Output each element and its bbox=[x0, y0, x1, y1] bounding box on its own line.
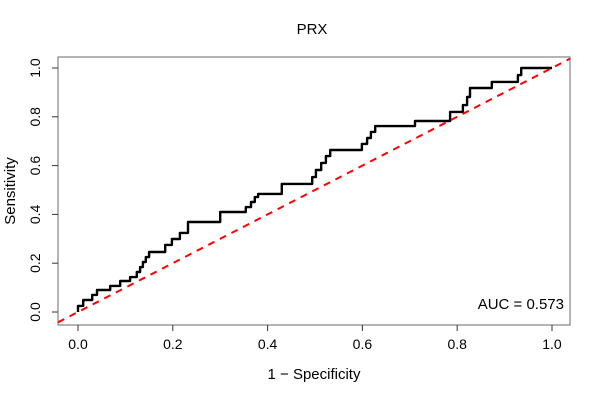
x-tick-label: 0.4 bbox=[258, 336, 278, 352]
x-axis-label: 1 − Specificity bbox=[268, 366, 361, 383]
x-tick-label: 0.6 bbox=[353, 336, 373, 352]
x-tick-label: 0.2 bbox=[163, 336, 183, 352]
y-axis-ticks: 0.0 0.2 0.4 0.6 0.8 1.0 bbox=[27, 58, 58, 322]
chart-title: PRX bbox=[297, 21, 328, 38]
x-tick-label: 1.0 bbox=[542, 336, 562, 352]
plot-border-box bbox=[57, 56, 571, 326]
chart-series bbox=[57, 57, 571, 324]
y-tick-label: 0.6 bbox=[27, 156, 43, 176]
y-tick-label: 0.4 bbox=[27, 204, 43, 224]
x-tick-label: 0.0 bbox=[68, 336, 88, 352]
chance-diagonal-line bbox=[57, 57, 571, 324]
x-tick-label: 0.8 bbox=[447, 336, 467, 352]
y-tick-label: 0.2 bbox=[27, 253, 43, 273]
y-tick-label: 0.0 bbox=[27, 302, 43, 322]
x-axis-ticks: 0.0 0.2 0.4 0.6 0.8 1.0 bbox=[68, 325, 562, 352]
y-tick-label: 0.8 bbox=[27, 107, 43, 127]
y-axis-label: Sensitivity bbox=[2, 157, 19, 225]
auc-annotation: AUC = 0.573 bbox=[478, 296, 564, 313]
roc-curve-line bbox=[76, 66, 552, 312]
y-tick-label: 1.0 bbox=[27, 58, 43, 78]
